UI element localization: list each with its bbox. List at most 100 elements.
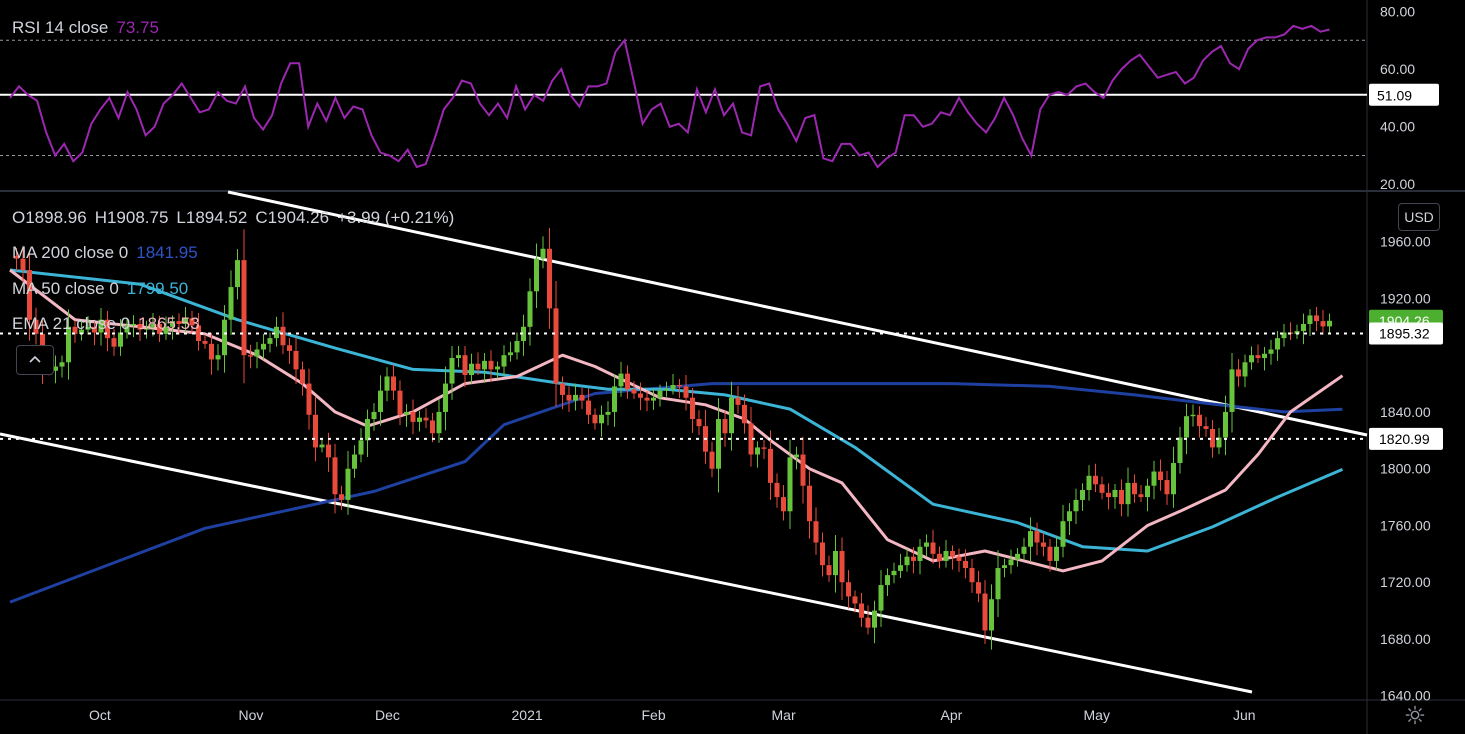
rsi-tick-label: 20.00 (1380, 176, 1415, 192)
price-level-label: 1895.32 (1379, 325, 1430, 341)
gear-icon[interactable] (1404, 704, 1426, 726)
candle-body (1190, 414, 1196, 417)
ohlc-close: C1904.26 (255, 208, 330, 227)
candle-body (319, 444, 325, 448)
candle-body (508, 352, 513, 356)
candle-body (274, 326, 279, 339)
candle-body (1060, 521, 1066, 547)
candle-body (1138, 494, 1144, 498)
ma200-legend-label: MA 200 close 0 (12, 243, 129, 262)
candle-body (1307, 315, 1313, 324)
time-tick-label: Jun (1233, 707, 1256, 723)
candle-body (677, 384, 682, 387)
candle-body (937, 553, 942, 561)
rsi-line (9, 24, 1330, 169)
candle-body (1223, 411, 1228, 438)
candle-body (976, 582, 981, 594)
time-tick-label: May (1084, 707, 1110, 723)
candle-body (1320, 321, 1326, 327)
candle-body (605, 411, 611, 415)
rsi-tick-label: 80.00 (1380, 4, 1415, 20)
ma50-legend[interactable]: MA 50 close 0 1799.50 (12, 279, 188, 299)
candle-body (313, 414, 318, 448)
price-tick-label: 1920.00 (1380, 290, 1431, 306)
candle-body (1125, 482, 1131, 505)
candle-body (553, 308, 559, 384)
candle-body (488, 360, 494, 370)
candle-body (839, 551, 845, 583)
candle-body (462, 355, 468, 376)
candle-body (1041, 542, 1046, 547)
candle-body (157, 323, 162, 334)
candle-body (27, 270, 32, 320)
candle-body (98, 319, 104, 333)
candle-body (924, 542, 929, 547)
candle-body (365, 419, 370, 441)
candle-body (501, 355, 507, 367)
candle-body (371, 411, 377, 420)
candle-body (586, 400, 591, 415)
candle-body (14, 255, 19, 259)
candle-body (930, 542, 936, 554)
candle-body (482, 360, 487, 370)
candle-body (566, 394, 572, 401)
candle-body (950, 551, 955, 557)
candle-body (1275, 338, 1280, 350)
candle-body (534, 258, 539, 292)
candle-body (683, 386, 689, 398)
candle-body (423, 417, 429, 421)
time-tick-label: Dec (375, 707, 400, 723)
ema21-legend-label: EMA 21 close 0 (12, 314, 131, 333)
currency-badge[interactable]: USD (1398, 203, 1440, 231)
rsi-tick-label: 40.00 (1380, 119, 1415, 135)
candle-body (631, 389, 637, 394)
candle-body (911, 556, 916, 561)
candle-body (378, 390, 383, 412)
collapse-legend-button[interactable] (16, 345, 54, 375)
candle-body (989, 599, 994, 631)
price-tick-label: 1760.00 (1380, 517, 1431, 533)
candle-body (1229, 369, 1235, 412)
ma50-legend-value: 1799.50 (126, 279, 189, 298)
candle-body (787, 457, 793, 512)
candle-body (573, 394, 578, 401)
candle-body (670, 384, 676, 390)
channel-lower-line (0, 432, 1253, 694)
candle-body (521, 326, 526, 341)
price-tick-label: 1840.00 (1380, 404, 1431, 420)
candle-body (235, 260, 240, 288)
ohlc-open: O1898.96 (12, 208, 87, 227)
price-tick-label: 1720.00 (1380, 574, 1431, 590)
candle-body (443, 383, 448, 412)
candle-body (742, 404, 747, 424)
candle-body (1047, 546, 1053, 561)
candle-body (202, 340, 208, 344)
candle-body (456, 355, 461, 359)
candle-body (241, 260, 247, 356)
candle-body (644, 397, 650, 401)
candle-body (410, 411, 416, 422)
candle-body (196, 325, 201, 341)
ma200-legend[interactable]: MA 200 close 0 1841.95 (12, 243, 198, 263)
price-tick-label: 1680.00 (1380, 631, 1431, 647)
candle-body (293, 350, 299, 370)
candle-body (1106, 492, 1111, 498)
time-tick-label: Apr (941, 707, 963, 723)
candle-body (209, 343, 214, 360)
candle-body (85, 326, 91, 330)
candle-body (33, 319, 39, 334)
candle-body (391, 376, 396, 391)
candle-body (774, 482, 780, 498)
price-channel (0, 190, 1368, 694)
candle-body (878, 585, 884, 611)
candle-body (969, 568, 975, 583)
candle-body (118, 332, 123, 347)
ema21-legend[interactable]: EMA 21 close 0 1865.53 (12, 314, 200, 334)
candle-body (176, 321, 182, 324)
price-level-badge (1369, 427, 1443, 450)
candle-body (183, 318, 188, 324)
candle-body (150, 323, 156, 329)
candle-body (527, 291, 533, 327)
candle-body (807, 485, 812, 522)
